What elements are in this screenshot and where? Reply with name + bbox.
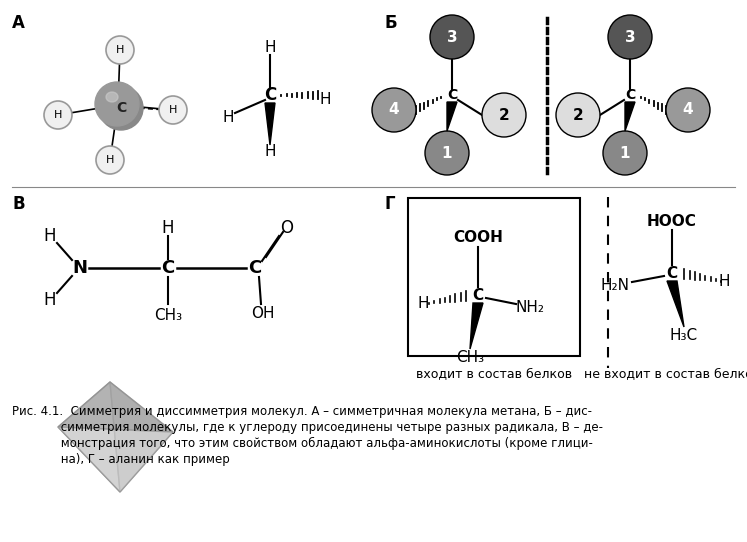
- Text: 3: 3: [624, 29, 635, 44]
- Text: H: H: [106, 155, 114, 165]
- Text: OH: OH: [251, 306, 275, 320]
- Text: В: В: [12, 195, 25, 213]
- Text: H: H: [719, 274, 730, 288]
- Text: Рис. 4.1.  Симметрия и диссимметрия молекул. А – симметричная молекула метана, Б: Рис. 4.1. Симметрия и диссимметрия молек…: [12, 405, 592, 418]
- Text: входит в состав белков: входит в состав белков: [416, 367, 572, 380]
- Text: 1: 1: [620, 145, 630, 160]
- Polygon shape: [58, 382, 120, 492]
- Circle shape: [666, 88, 710, 132]
- Text: Г: Г: [384, 195, 394, 213]
- Polygon shape: [625, 102, 635, 131]
- Text: H: H: [223, 109, 234, 125]
- Text: CH₃: CH₃: [456, 350, 484, 365]
- Text: H: H: [264, 144, 276, 158]
- Text: А: А: [12, 14, 25, 32]
- Text: Б: Б: [384, 14, 397, 32]
- Circle shape: [482, 93, 526, 137]
- Text: H₂N: H₂N: [601, 278, 630, 293]
- Text: монстрация того, что этим свойством обладают альфа-аминокислоты (кроме глици-: монстрация того, что этим свойством обла…: [12, 437, 593, 450]
- Text: C: C: [666, 266, 678, 281]
- Circle shape: [96, 146, 124, 174]
- Text: H: H: [44, 291, 56, 309]
- Text: 1: 1: [441, 145, 452, 160]
- Text: 2: 2: [499, 107, 509, 122]
- Polygon shape: [58, 382, 173, 432]
- Text: C: C: [248, 259, 261, 277]
- Text: COOH: COOH: [453, 229, 503, 244]
- Polygon shape: [265, 103, 275, 145]
- Text: 3: 3: [447, 29, 457, 44]
- Text: H: H: [54, 110, 62, 120]
- Circle shape: [99, 86, 143, 130]
- Circle shape: [372, 88, 416, 132]
- Text: H: H: [162, 219, 174, 237]
- Text: O: O: [281, 219, 294, 237]
- Circle shape: [159, 96, 187, 124]
- Text: C: C: [625, 88, 635, 102]
- Circle shape: [556, 93, 600, 137]
- Text: не входит в состав белков: не входит в состав белков: [584, 367, 747, 380]
- Circle shape: [608, 15, 652, 59]
- Text: 4: 4: [683, 102, 693, 118]
- Text: H₃C: H₃C: [670, 327, 698, 343]
- Text: CH₃: CH₃: [154, 308, 182, 324]
- Polygon shape: [58, 427, 173, 492]
- Circle shape: [430, 15, 474, 59]
- Text: H: H: [116, 45, 124, 55]
- Circle shape: [425, 131, 469, 175]
- Text: N: N: [72, 259, 87, 277]
- Text: H: H: [319, 93, 331, 107]
- Text: C: C: [472, 287, 483, 302]
- Polygon shape: [110, 382, 173, 492]
- Text: C: C: [116, 101, 126, 115]
- Circle shape: [603, 131, 647, 175]
- Text: 4: 4: [388, 102, 400, 118]
- Text: HOOC: HOOC: [647, 214, 697, 229]
- Circle shape: [106, 36, 134, 64]
- Circle shape: [44, 101, 72, 129]
- Text: C: C: [447, 88, 457, 102]
- Text: H: H: [418, 295, 429, 311]
- Circle shape: [95, 82, 139, 126]
- Text: NH₂: NH₂: [515, 300, 545, 314]
- Polygon shape: [667, 281, 684, 327]
- Ellipse shape: [106, 92, 118, 102]
- Text: H: H: [264, 40, 276, 55]
- Text: на), Г – аланин как пример: на), Г – аланин как пример: [12, 453, 230, 466]
- Text: H: H: [44, 227, 56, 245]
- Text: симметрия молекулы, где к углероду присоединены четыре разных радикала, В – де-: симметрия молекулы, где к углероду присо…: [12, 421, 603, 434]
- Text: H: H: [169, 105, 177, 115]
- Text: C: C: [161, 259, 175, 277]
- Polygon shape: [447, 102, 457, 131]
- Bar: [408, 198, 580, 356]
- Text: C: C: [264, 86, 276, 104]
- Polygon shape: [470, 303, 483, 349]
- Text: 2: 2: [573, 107, 583, 122]
